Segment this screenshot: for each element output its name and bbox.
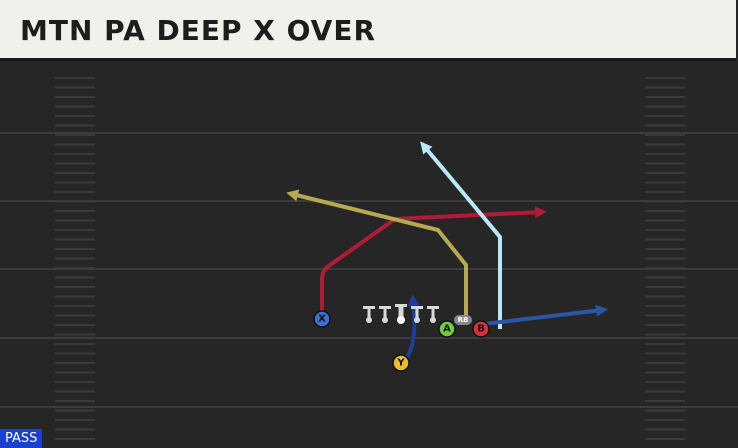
- yard-lines: [0, 132, 738, 408]
- player-y: [392, 354, 410, 372]
- player-b: [472, 320, 490, 338]
- routes: [286, 141, 608, 362]
- title-bar: MTN PA DEEP X OVER: [0, 0, 736, 61]
- rb-badge: [454, 315, 472, 325]
- player-a-label: A: [443, 324, 451, 335]
- player-y-label: Y: [396, 358, 405, 369]
- hash-marks: [55, 77, 685, 440]
- player-a: [438, 320, 456, 338]
- player-x: [313, 310, 331, 328]
- linemen: [363, 304, 439, 324]
- player-b-label: B: [477, 324, 485, 335]
- play-type-tag: PASS: [0, 429, 43, 448]
- rb-label: RB: [458, 316, 469, 324]
- player-x-label: X: [318, 314, 326, 325]
- play-title: MTN PA DEEP X OVER: [20, 14, 377, 47]
